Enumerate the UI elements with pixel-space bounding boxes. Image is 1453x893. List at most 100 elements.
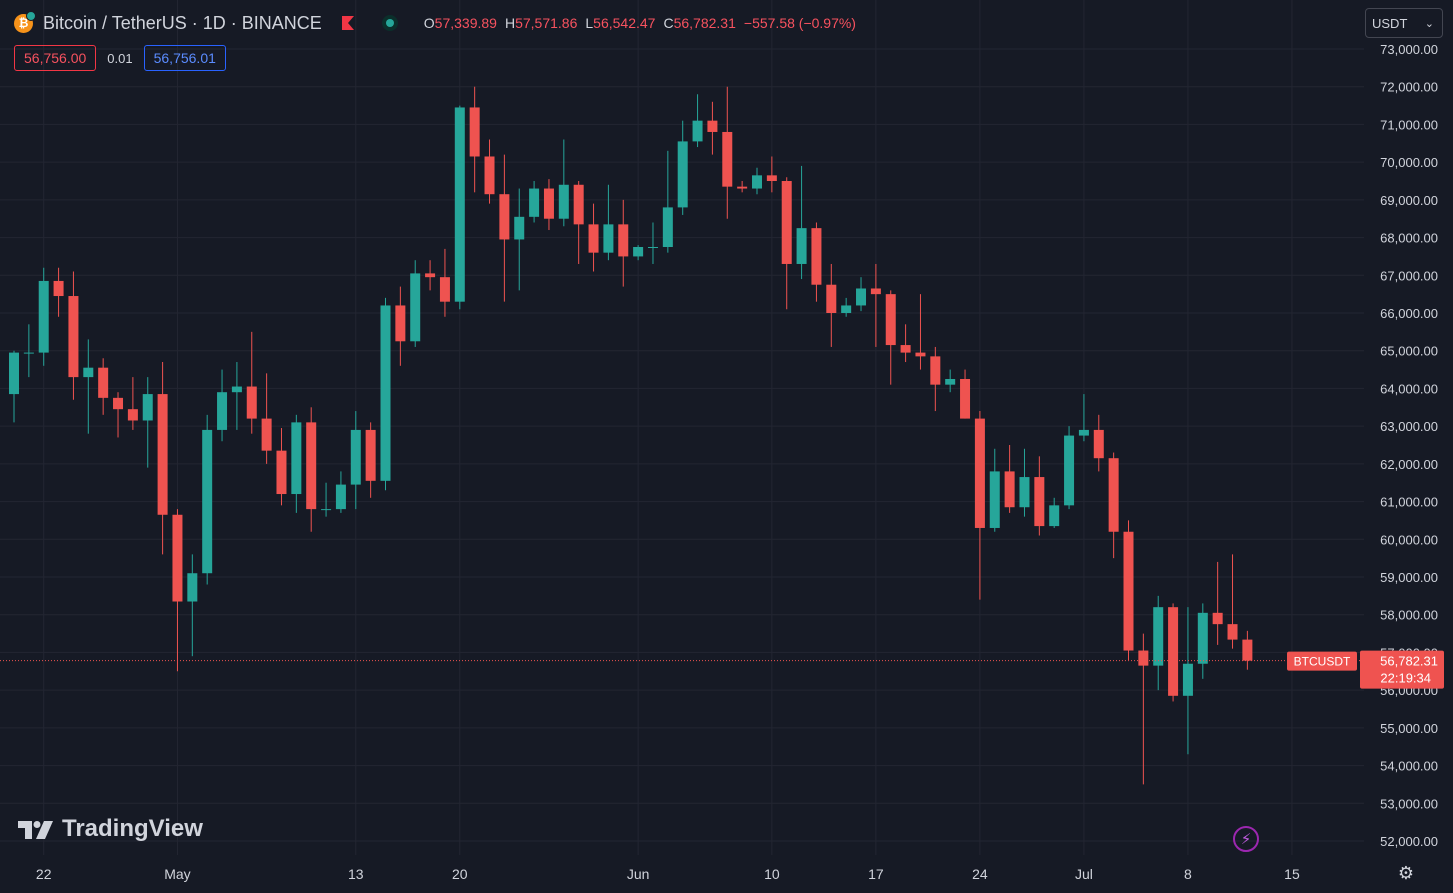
candle [677, 120, 688, 215]
candle [261, 373, 272, 464]
candle [588, 203, 599, 272]
candle [291, 414, 302, 513]
candle [885, 290, 896, 385]
candle [945, 369, 956, 393]
candle-body [1049, 505, 1060, 527]
candle-body [960, 379, 971, 419]
candle [202, 414, 213, 585]
candle [737, 181, 748, 193]
candle-body [335, 484, 346, 510]
candle [1064, 426, 1075, 510]
candle-body [915, 352, 926, 357]
candle [529, 181, 540, 223]
candle [454, 105, 465, 310]
candle-body [618, 224, 629, 257]
candle [722, 86, 733, 219]
candle [127, 377, 138, 430]
candle [618, 199, 629, 287]
time-axis[interactable]: 22 May 13 20 Jun 10 17 24 Jul 8 15 [0, 855, 1453, 893]
candle [68, 271, 79, 400]
candle-body [261, 418, 272, 451]
candle-body [1123, 531, 1134, 651]
candle [707, 101, 718, 155]
low-value: 56,542.47 [593, 15, 656, 31]
symbol-header: ₿ Bitcoin / TetherUS · 1D · BINANCE O 57,… [14, 10, 864, 36]
candle-body [38, 280, 49, 353]
candle-body [454, 107, 465, 302]
candle-body [1168, 607, 1179, 696]
flag-icon[interactable] [328, 16, 354, 30]
time-tick-label: 13 [348, 866, 364, 882]
candle-body [425, 273, 436, 278]
candle-body [246, 386, 257, 419]
candle [335, 471, 346, 513]
candle [187, 554, 198, 657]
close-value: 56,782.31 [673, 15, 736, 31]
flag-tail [347, 16, 354, 30]
candle-body [1182, 663, 1193, 696]
time-tick-label: 20 [452, 866, 468, 882]
price-tick-label: 66,000.00 [1380, 306, 1438, 321]
time-tick-label: Jun [627, 866, 650, 882]
candle-body [752, 175, 762, 189]
candle-body [410, 273, 421, 342]
countdown-label: 22:19:34 [1380, 671, 1431, 686]
candle-body [722, 131, 733, 187]
candle [1049, 497, 1060, 528]
low-key: L [585, 15, 594, 31]
candle [380, 297, 391, 491]
candle [856, 277, 867, 312]
candle-body [291, 422, 302, 495]
buy-button[interactable]: 56,756.01 [143, 45, 226, 71]
candle [23, 324, 34, 378]
price-tag-background [1360, 650, 1444, 689]
candle-body [98, 367, 109, 398]
ohlc-readout: O 57,339.89 H 57,571.86 L 56,542.47 C 56,782… [424, 15, 864, 31]
tradingview-logo-icon [18, 821, 53, 839]
candle [603, 184, 614, 261]
price-tick-label: 68,000.00 [1380, 231, 1438, 246]
candle [1093, 414, 1104, 472]
price-tick-label: 62,000.00 [1380, 457, 1438, 472]
candle [83, 339, 94, 434]
last-price-tag-layer: BTCUSDT 56,782.31 22:19:34 [1287, 650, 1444, 689]
price-axis[interactable]: 52,000.0053,000.0054,000.0055,000.0056,0… [1364, 0, 1453, 893]
candle [350, 411, 361, 510]
candle [157, 362, 168, 555]
candle-body [350, 429, 361, 485]
candle [662, 150, 673, 253]
candle-body [1197, 612, 1208, 664]
candle [365, 422, 376, 498]
live-dot-core [385, 19, 394, 27]
candle [53, 267, 64, 317]
candle-body [633, 247, 644, 257]
currency-label: USDT [1372, 15, 1408, 31]
candle [915, 294, 926, 370]
candle [410, 260, 421, 347]
candle [1019, 448, 1030, 517]
candle-body [766, 175, 777, 181]
candle-body [945, 379, 956, 385]
sell-button[interactable]: 56,756.00 [14, 45, 97, 71]
price-tick-label: 63,000.00 [1380, 419, 1438, 434]
candle-body [187, 573, 198, 602]
time-tick-label: 24 [972, 866, 988, 882]
gear-icon[interactable]: ⚙ [1397, 862, 1415, 883]
bolt-icon[interactable]: ⚡ [1233, 826, 1259, 852]
candle-body [142, 394, 153, 421]
time-axis-background [0, 855, 1453, 893]
price-tick-label: 64,000.00 [1380, 381, 1438, 396]
symbol-title[interactable]: Bitcoin / TetherUS · 1D · BINANCE [43, 12, 322, 33]
tradingview-logo[interactable]: TradingView [18, 815, 203, 843]
price-tick-label: 54,000.00 [1380, 759, 1438, 774]
price-tick-label: 69,000.00 [1380, 193, 1438, 208]
candle [499, 154, 510, 302]
candle [1227, 554, 1238, 649]
trade-buttons: 56,756.00 0.01 56,756.01 [14, 45, 226, 71]
price-tick-label: 58,000.00 [1380, 608, 1438, 623]
currency-select[interactable]: USDT ⌄ [1365, 8, 1443, 38]
candle [1034, 456, 1045, 536]
time-tick-label: Jul [1075, 866, 1093, 882]
tradingview-logo-text: TradingView [62, 815, 203, 842]
